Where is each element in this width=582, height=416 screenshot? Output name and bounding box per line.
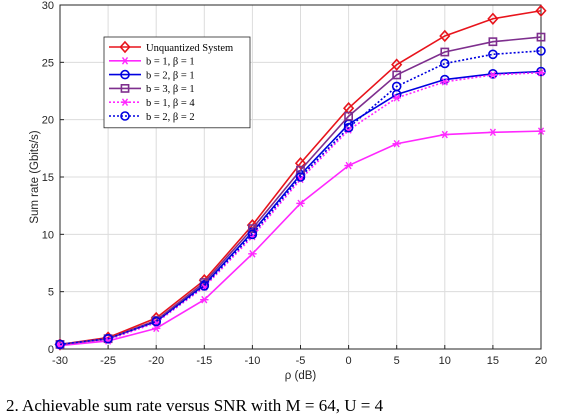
data-point — [247, 229, 258, 240]
data-point — [440, 47, 450, 57]
series-line — [59, 71, 542, 346]
legend-item: b = 1, β = 1 — [109, 57, 195, 68]
data-point — [488, 69, 498, 79]
y-axis-ticks: 0 5 10 15 20 25 30 — [42, 0, 64, 356]
y-tick-label: 0 — [48, 344, 54, 356]
legend-item: b = 3, β = 1 — [109, 84, 195, 95]
legend-marker — [120, 111, 130, 121]
data-point — [536, 66, 546, 77]
y-tick-label: 15 — [42, 172, 54, 184]
data-point — [199, 281, 210, 291]
legend-marker — [120, 69, 130, 80]
data-point — [439, 29, 451, 43]
data-point — [55, 339, 65, 350]
legend-marker — [120, 84, 130, 93]
series-line — [59, 36, 542, 346]
data-point — [152, 324, 161, 333]
data-point — [248, 224, 257, 233]
x-tick-label: -5 — [296, 355, 306, 367]
data-point — [103, 333, 113, 344]
data-point — [294, 157, 307, 170]
y-tick-label: 5 — [48, 287, 54, 299]
legend-label: b = 2, β = 2 — [146, 112, 195, 123]
data-point — [439, 74, 450, 85]
data-point — [440, 78, 449, 86]
data-point — [488, 49, 498, 60]
data-point — [487, 12, 499, 25]
data-point — [488, 37, 498, 47]
data-point — [392, 94, 401, 102]
x-tick-label: -10 — [244, 355, 260, 367]
x-tick-label: -30 — [52, 355, 68, 367]
x-tick-label: 15 — [487, 355, 499, 367]
data-point — [296, 199, 305, 208]
data-point — [344, 161, 353, 170]
data-point — [392, 139, 401, 148]
x-tick-label: 0 — [346, 355, 352, 367]
legend-label: b = 2, β = 1 — [146, 70, 195, 81]
x-axis-label: ρ (dB) — [285, 370, 317, 382]
x-axis-ticks: -30 -25 -20 -15 -10 -5 0 5 10 15 20 — [52, 345, 547, 367]
legend: Unquantized System b = 1, β = 1 b = 2, β =… — [103, 36, 251, 129]
legend-label: Unquantized System — [146, 43, 233, 54]
data-point — [488, 128, 498, 137]
data-point — [248, 250, 257, 258]
x-tick-label: -15 — [196, 355, 212, 367]
legend-marker — [119, 40, 131, 54]
data-point — [391, 81, 402, 92]
legend-item: b = 1, β = 4 — [109, 98, 195, 109]
legend-label: b = 3, β = 1 — [146, 84, 195, 95]
data-point — [536, 68, 546, 77]
legend-label: b = 1, β = 1 — [146, 57, 195, 68]
data-point — [295, 172, 306, 182]
data-point — [536, 32, 546, 42]
x-tick-label: 5 — [394, 355, 400, 367]
x-tick-label: -20 — [148, 355, 164, 367]
data-point — [440, 130, 449, 139]
data-point — [151, 316, 161, 327]
data-point — [344, 111, 353, 121]
legend-item: b = 2, β = 1 — [109, 69, 195, 81]
legend-marker — [120, 98, 130, 106]
x-tick-label: 10 — [439, 355, 451, 367]
data-point — [391, 58, 403, 71]
series-6 — [55, 46, 546, 350]
y-tick-label: 25 — [42, 57, 54, 69]
y-tick-label: 10 — [42, 229, 54, 241]
data-point — [536, 46, 546, 56]
y-tick-label: 20 — [42, 115, 54, 127]
x-tick-label: 20 — [535, 355, 547, 367]
figure-caption: 2. Achievable sum rate versus SNR with M… — [6, 396, 384, 415]
data-point — [200, 295, 209, 304]
data-point — [536, 127, 546, 135]
series-line — [59, 50, 542, 346]
legend-item: b = 2, β = 2 — [109, 111, 195, 123]
legend-label: b = 1, β = 4 — [146, 98, 195, 109]
data-point — [439, 58, 450, 69]
x-tick-label: -25 — [100, 355, 116, 367]
y-tick-label: 30 — [42, 0, 54, 12]
data-point — [535, 4, 547, 17]
series-line — [59, 9, 542, 346]
legend-marker — [120, 57, 130, 65]
data-point — [488, 71, 498, 79]
data-point — [343, 122, 354, 133]
series-layer — [54, 4, 547, 351]
legend-item: Unquantized System — [109, 40, 233, 54]
y-axis-label: Sum rate (Gbits/s) — [29, 130, 41, 223]
data-point — [392, 70, 402, 80]
